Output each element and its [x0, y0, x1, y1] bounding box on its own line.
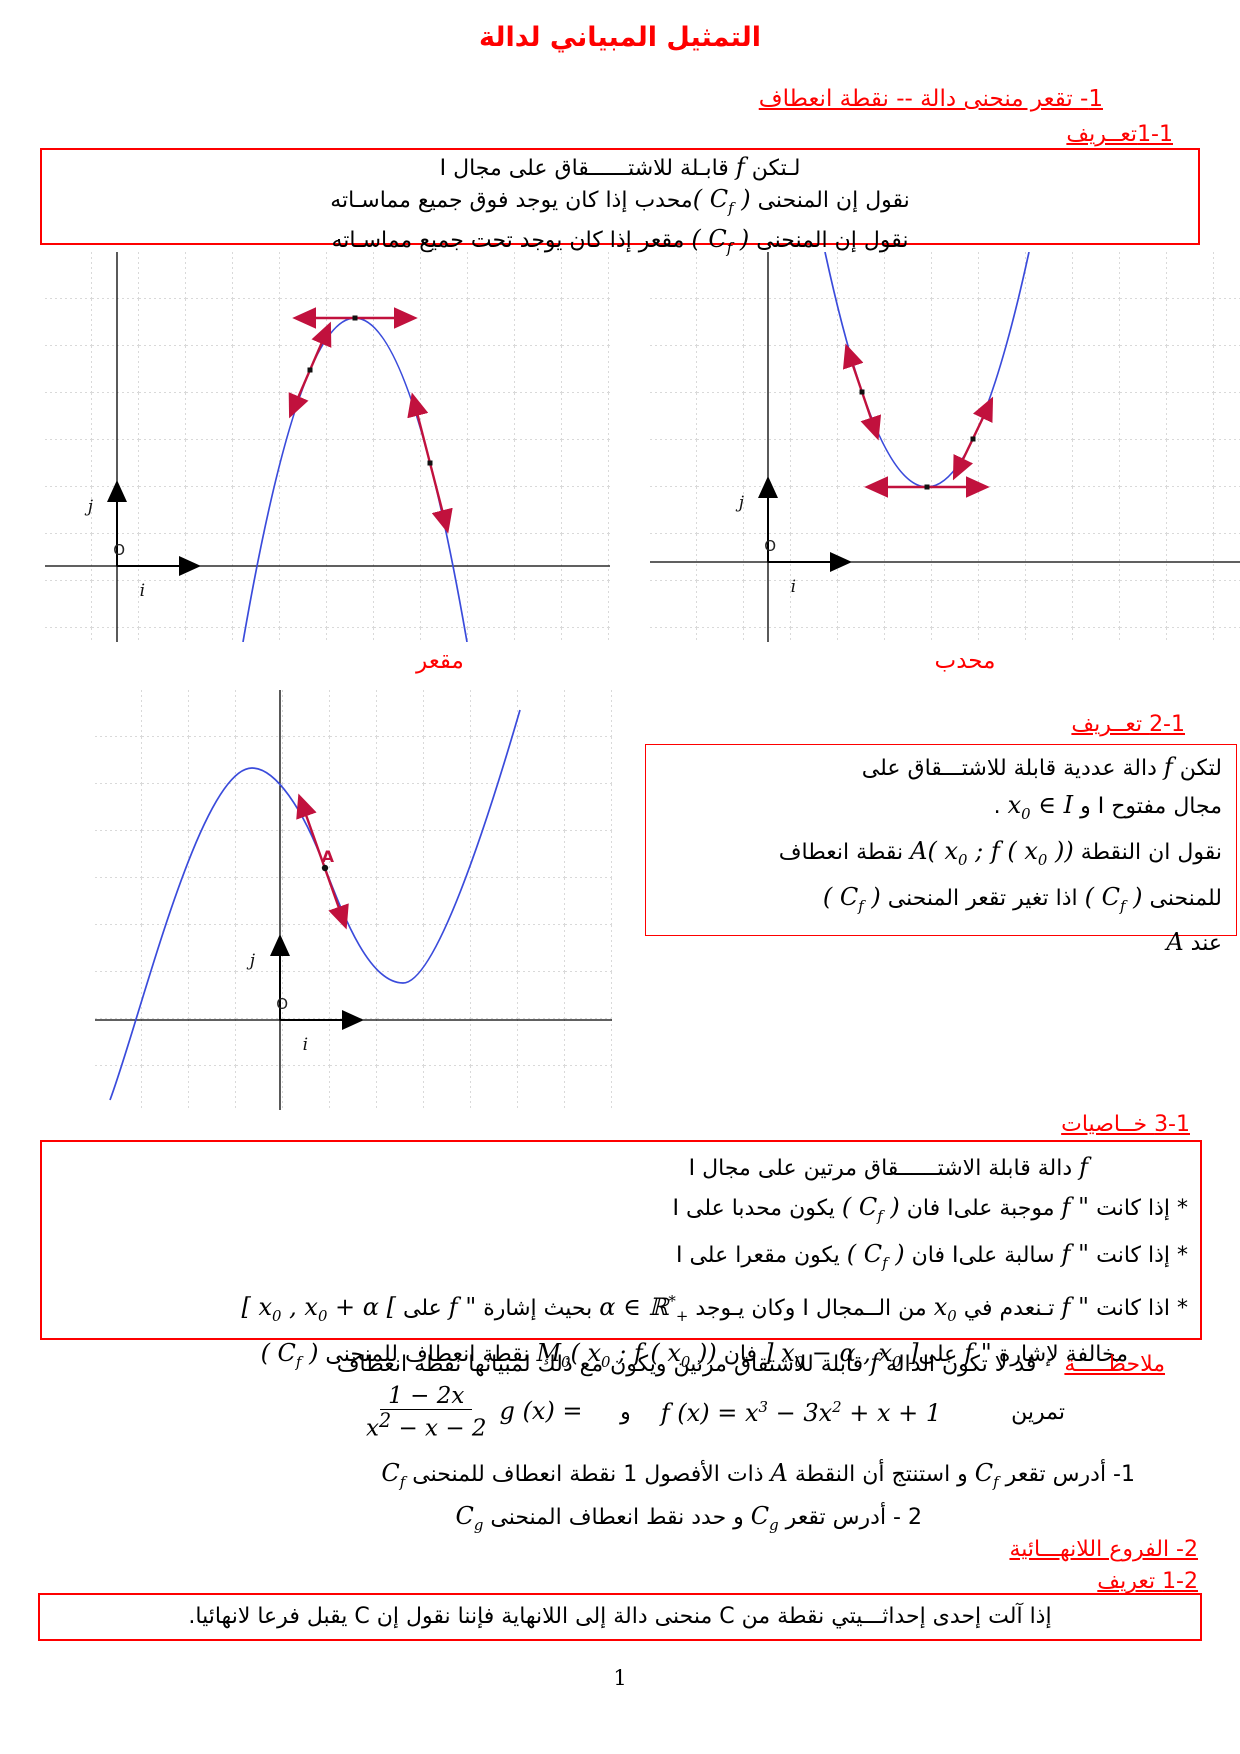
unit-i-label: i [303, 1035, 308, 1055]
note-line: ملاحظـــــة قد لا تكون الدالة f قابلة لل… [337, 1349, 1165, 1377]
unit-j-label: j [84, 497, 94, 517]
definition-line: للمنحنى ( Cf ) اذا تغير تقعر المنحنى ( C… [822, 882, 1222, 915]
inflection-point [321, 864, 329, 872]
exercise-f-formula: f (x) = x3 − 3x2 + x + 1 [660, 1398, 942, 1428]
definition-line: عند A [1166, 928, 1222, 957]
definition-line: مجال مفتوح I و x0 ∈ I . [993, 791, 1222, 823]
properties-box: f دالة قابلة الاشتــــــقاق مرتين على مج… [40, 1140, 1202, 1371]
definition-1-2-heading: 1-2 تعريف [1097, 1569, 1198, 1594]
convex-caption: محدب [934, 648, 996, 674]
definition-1-1-heading: 1-1تعــريف [1066, 122, 1173, 147]
definition-line: لتكن f دالة عددية قابلة للاشتـــقاق على [861, 753, 1222, 781]
origin-label: O [764, 537, 776, 555]
definition-2-box: لتكن f دالة عددية قابلة للاشتـــقاق على … [645, 744, 1237, 956]
exercise-conjunction: و [620, 1400, 631, 1426]
definition-1-box: لـتكن f قابـلة للاشتــــــقاق على مجال I… [40, 148, 1200, 257]
exercise-item-1: 1- أدرس تقعر Cf و استنتج أن النقطة A ذات… [381, 1459, 1135, 1491]
section-2-heading: 2- الفروع اللانهـــائية [1009, 1537, 1198, 1562]
definition-2-1-heading: 2-1 تعــريف [1071, 712, 1185, 737]
property-line: مخالفة لإشارة f " على] x0 − α , x0 ] فان… [260, 1339, 1128, 1372]
definition-line: نقول إن المنحنى ( Cf )محدب إذا كان يوجد … [330, 185, 910, 217]
exercise-row: تمرين f (x) = x3 − 3x2 + x + 1 و g (x) =… [353, 1383, 1065, 1443]
section-1-heading: 1- تقعر منحنى دالة -- نقطة انعطاف [758, 86, 1103, 112]
unit-i-label: i [791, 577, 796, 597]
tangent-point [924, 484, 930, 490]
definition-line: نقول ان النقطة A( x0 ; f ( x0 )) نقطة ان… [778, 836, 1222, 869]
exercise-item-2: 2 - أدرس تقعر Cg و حدد نقط انعطاف المنحن… [455, 1502, 922, 1534]
grid [650, 252, 1240, 642]
unit-i-label: i [140, 581, 145, 601]
grid [95, 690, 612, 1110]
page-number: 1 [613, 1666, 627, 1690]
property-line: * إذا كانت f " موجبة علىI فان ( Cf ) يكو… [672, 1193, 1188, 1225]
concave-graph: O i j [45, 252, 610, 642]
properties-heading: 3-1 خــاصيات [1061, 1112, 1190, 1137]
note-label: ملاحظـــــة [1064, 1352, 1165, 1377]
exercise-g-formula: g (x) = 1 − 2x x2 − x − 2 [365, 1383, 591, 1443]
origin-label: O [113, 541, 125, 559]
tangent-point [307, 367, 313, 373]
definition-line: إذا آلت إحدى إحداثـــيتي نقطة من C منحنى… [188, 1604, 1052, 1629]
convex-graph: O i j [650, 252, 1240, 642]
concave-caption: مقعر [416, 648, 464, 674]
origin-label: O [276, 995, 288, 1013]
inflection-tangent-arrow [296, 793, 349, 930]
cubic-graph: O i j A [95, 690, 612, 1110]
note-text: قد لا تكون الدالة f قابلة للاشتقاق مرتين… [336, 1349, 1037, 1377]
exercise-label: تمرين [1011, 1400, 1065, 1426]
tangent-point [427, 460, 433, 466]
definition-line: نقول إن المنحنى ( Cf ) مقعر إذا كان يوجد… [331, 224, 909, 257]
definition-line: لـتكن f قابـلة للاشتــــــقاق على مجال I [439, 153, 801, 181]
unit-j-label: j [735, 493, 745, 513]
unit-j-label: j [246, 951, 256, 971]
property-line: f دالة قابلة الاشتــــــقاق مرتين على مج… [688, 1153, 1088, 1181]
page-title: التمثيل المبياني لدالة [478, 22, 762, 53]
property-line: * إذا كانت f " سالبة علىI فان ( Cf ) يكو… [675, 1239, 1188, 1272]
infinite-branch-definition-box: إذا آلت إحدى إحداثـــيتي نقطة من C منحنى… [38, 1593, 1202, 1641]
tangent-point [859, 389, 865, 395]
tangent-point [352, 315, 358, 321]
point-A-label: A [322, 847, 335, 866]
grid [45, 252, 610, 642]
property-line: * اذا كانت f " تـنعدم في x0 من الــمجال … [241, 1291, 1188, 1325]
tangent-point [970, 436, 976, 442]
